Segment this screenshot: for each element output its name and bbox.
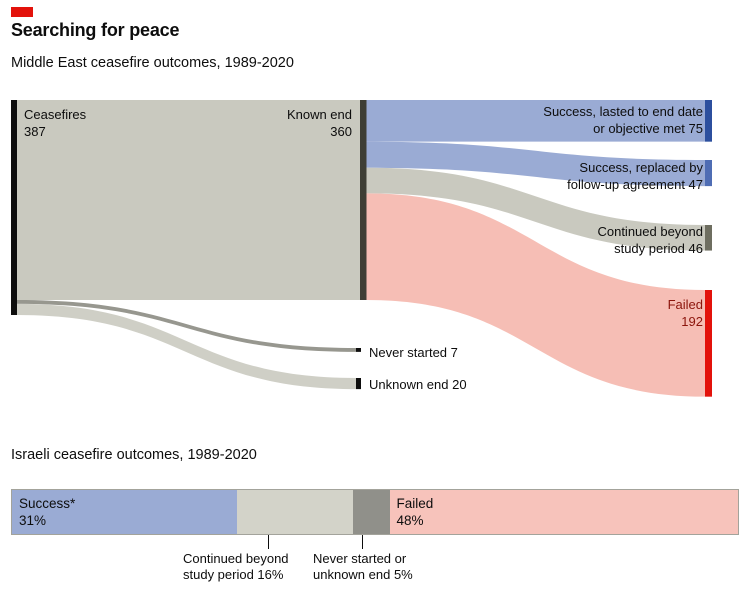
bar-segment-label-success: Success* 31% bbox=[19, 496, 76, 528]
label-ceasefires: Ceasefires 387 bbox=[24, 107, 87, 139]
sankey-subtitle: Middle East ceasefire outcomes, 1989-202… bbox=[11, 55, 294, 71]
flow-success-replaced bbox=[366, 141, 705, 187]
label-failed: Failed 192 bbox=[667, 297, 703, 329]
bar-segment-never_unknown bbox=[353, 490, 390, 534]
callout-continued: Continued beyond study period 16% bbox=[183, 551, 289, 582]
brand-tick bbox=[11, 7, 33, 17]
node-continued bbox=[705, 225, 712, 251]
flow-never-started bbox=[17, 300, 356, 352]
node-unknown-end bbox=[356, 378, 361, 390]
node-success-lasted bbox=[705, 100, 712, 142]
flow-continued bbox=[366, 167, 705, 251]
node-ceasefires bbox=[11, 100, 17, 315]
node-known-end bbox=[360, 100, 367, 300]
leader-line-never-started bbox=[362, 535, 363, 549]
flow-failed bbox=[366, 193, 705, 397]
label-success-replaced: Success, replaced by follow-up agreement… bbox=[567, 160, 703, 192]
label-continued: Continued beyond study period 46 bbox=[597, 224, 703, 256]
bar-segment-label-failed: Failed 48% bbox=[396, 496, 434, 528]
label-unknown-end: Unknown end 20 bbox=[369, 377, 467, 392]
bar-segment-failed: Failed 48% bbox=[389, 490, 738, 534]
flow-known-end bbox=[17, 100, 360, 300]
bar-subtitle: Israeli ceasefire outcomes, 1989-2020 bbox=[11, 447, 257, 463]
node-failed bbox=[705, 290, 712, 397]
node-never-started bbox=[356, 348, 361, 352]
callout-never-started: Never started or unknown end 5% bbox=[313, 551, 413, 582]
node-success-replaced bbox=[705, 160, 712, 187]
bar-segment-continued bbox=[237, 490, 354, 534]
label-never-started: Never started 7 bbox=[369, 345, 458, 360]
stacked-bar-chart: Success* 31% Failed 48% bbox=[11, 489, 739, 535]
flow-success-lasted bbox=[366, 100, 705, 142]
leader-line-continued bbox=[268, 535, 269, 549]
page-title: Searching for peace bbox=[11, 20, 180, 40]
label-known-end: Known end 360 bbox=[286, 107, 352, 139]
flow-unknown-end bbox=[17, 303, 356, 390]
label-success-lasted: Success, lasted to end date or objective… bbox=[543, 104, 703, 136]
bar-segment-success: Success* 31% bbox=[12, 490, 238, 534]
